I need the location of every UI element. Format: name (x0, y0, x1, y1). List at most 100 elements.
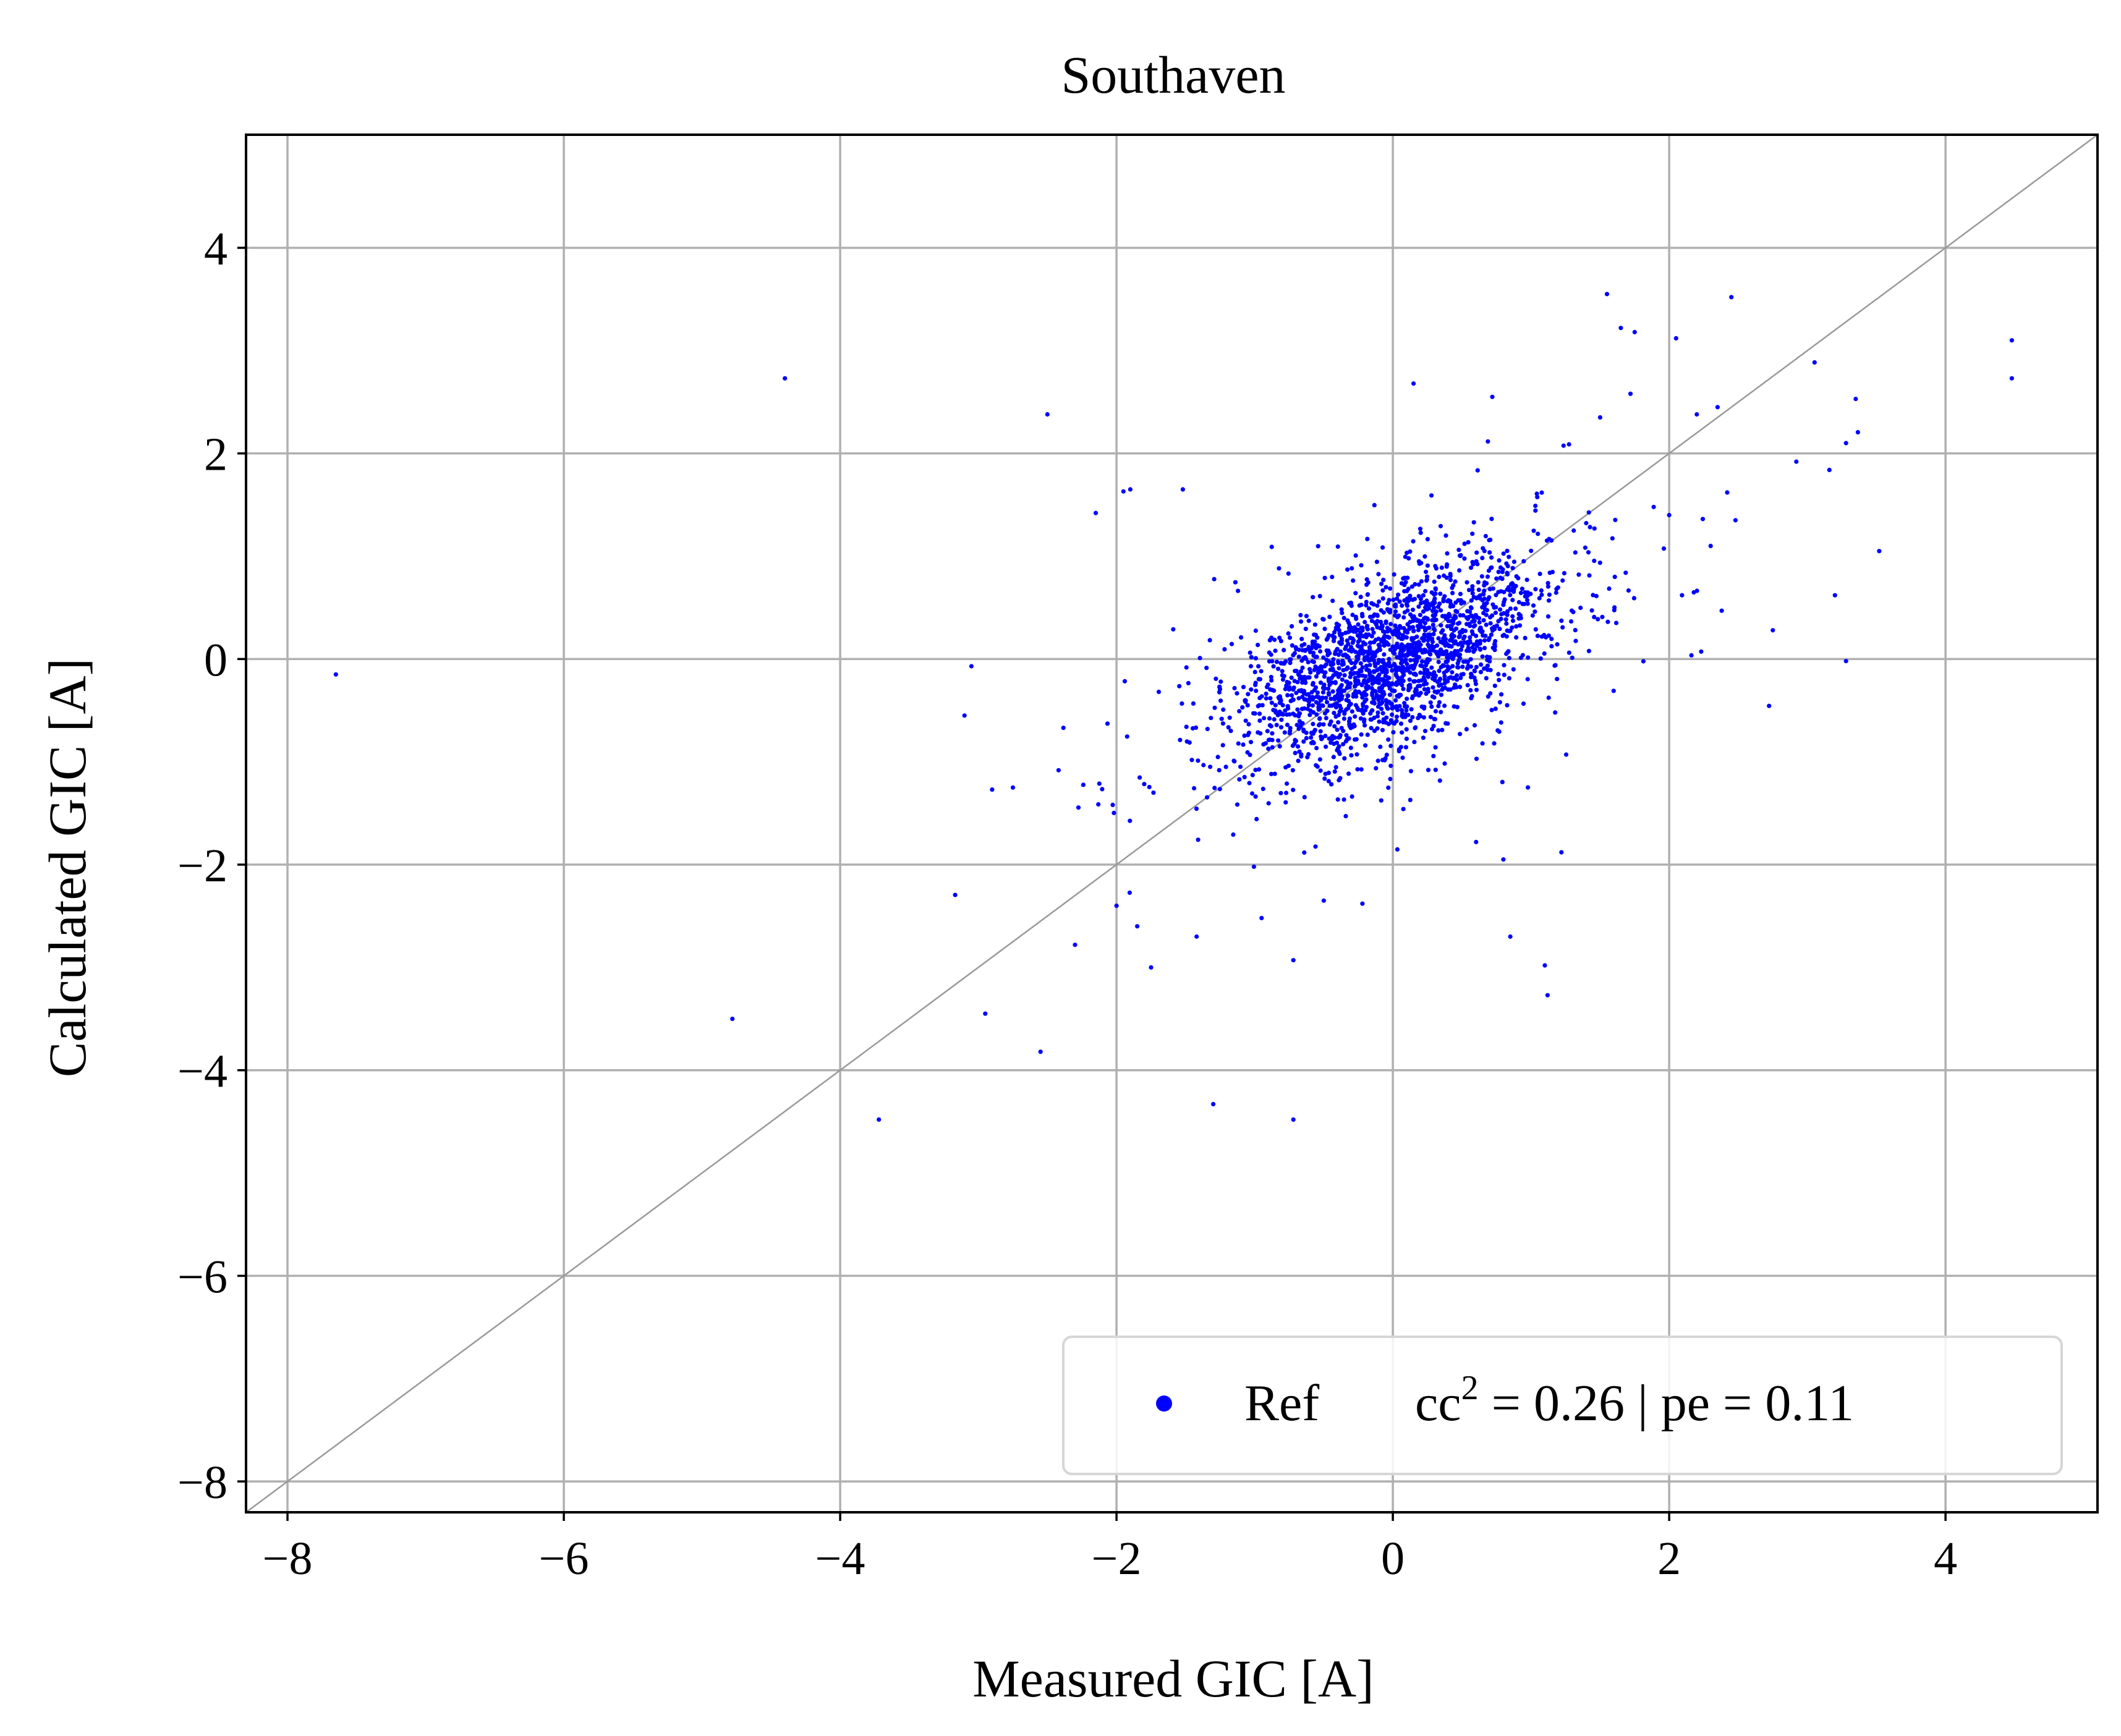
scatter-point (1390, 688, 1395, 693)
scatter-point (1277, 744, 1282, 749)
scatter-point (1477, 647, 1483, 652)
scatter-point (1307, 667, 1312, 672)
scatter-point (1438, 591, 1443, 596)
scatter-point (2009, 376, 2014, 381)
scatter-point (1359, 767, 1364, 772)
scatter-point (1330, 689, 1335, 694)
scatter-point (1443, 640, 1448, 645)
scatter-point (1715, 405, 1720, 410)
scatter-point (1344, 733, 1349, 738)
scatter-point (1694, 588, 1699, 593)
scatter-point (1486, 568, 1491, 574)
scatter-point (1264, 696, 1269, 701)
scatter-point (1430, 694, 1435, 699)
scatter-point (1508, 593, 1513, 598)
scatter-point (1411, 619, 1416, 624)
scatter-point (1328, 667, 1333, 672)
scatter-point (1363, 743, 1368, 748)
scatter-point (1276, 666, 1281, 671)
scatter-point (1406, 598, 1411, 603)
scatter-point (1499, 612, 1504, 617)
scatter-point (1241, 685, 1246, 690)
scatter-point (1484, 612, 1489, 617)
scatter-point (1485, 574, 1490, 579)
scatter-point (1424, 602, 1429, 607)
scatter-point (1360, 665, 1365, 670)
scatter-point (1549, 644, 1554, 649)
scatter-point (1433, 612, 1438, 617)
scatter-point (1812, 360, 1817, 365)
scatter-point (1394, 705, 1399, 710)
scatter-point (1460, 664, 1465, 669)
scatter-point (1462, 634, 1467, 639)
scatter-point (1293, 669, 1298, 674)
scatter-point (1471, 642, 1476, 647)
scatter-point (1392, 721, 1397, 726)
scatter-point (1266, 746, 1271, 752)
legend-label-ref: Ref (1244, 1374, 1319, 1432)
scatter-point (1490, 394, 1495, 399)
scatter-point (1295, 707, 1300, 712)
scatter-point (1430, 608, 1435, 614)
scatter-point (1387, 598, 1392, 603)
scatter-point (1327, 614, 1332, 619)
scatter-point (1257, 711, 1262, 716)
scatter-point (1347, 722, 1352, 727)
scatter-point (1340, 611, 1345, 616)
scatter-point (1442, 594, 1447, 599)
scatter-point (1298, 724, 1303, 729)
scatter-point (1396, 655, 1401, 660)
scatter-point (1423, 616, 1428, 620)
scatter-point (1379, 706, 1384, 711)
scatter-point (1388, 776, 1393, 782)
scatter-point (1380, 596, 1385, 601)
scatter-point (1518, 655, 1523, 660)
scatter-point (1337, 628, 1341, 633)
scatter-point (1398, 721, 1404, 726)
scatter-point (1310, 731, 1315, 736)
scatter-point (1366, 679, 1371, 684)
scatter-point (1360, 628, 1365, 633)
scatter-point (1201, 763, 1206, 768)
scatter-point (1409, 584, 1414, 589)
scatter-point (1502, 590, 1507, 595)
scatter-point (1445, 664, 1450, 669)
scatter-point (1481, 618, 1486, 623)
scatter-point (1353, 629, 1358, 634)
scatter-point (983, 1011, 988, 1016)
scatter-point (1375, 619, 1380, 624)
scatter-point (1375, 704, 1381, 709)
scatter-point (1535, 494, 1540, 499)
scatter-point (1418, 663, 1423, 668)
scatter-point (1531, 528, 1536, 533)
scatter-point (1269, 674, 1273, 680)
scatter-point (962, 713, 967, 718)
scatter-point (1313, 654, 1318, 659)
scatter-point (1353, 591, 1358, 596)
scatter-point (1337, 666, 1341, 671)
scatter-point (1355, 643, 1360, 648)
scatter-point (1318, 729, 1323, 734)
scatter-point (1571, 528, 1576, 533)
scatter-point (1537, 572, 1542, 577)
scatter-point (1362, 658, 1367, 663)
scatter-point (1316, 701, 1321, 706)
scatter-point (1418, 622, 1423, 627)
scatter-point (1632, 329, 1637, 335)
scatter-point (1156, 689, 1162, 695)
scatter-point (1631, 596, 1636, 601)
scatter-point (1222, 647, 1227, 652)
scatter-point (1256, 677, 1261, 682)
scatter-point (1438, 640, 1443, 645)
scatter-point (1393, 602, 1398, 607)
scatter-point (1290, 643, 1294, 648)
scatter-point (1612, 574, 1617, 580)
scatter-point (1296, 758, 1301, 763)
scatter-point (1402, 701, 1407, 706)
scatter-point (1499, 692, 1504, 697)
scatter-point (1362, 620, 1367, 625)
scatter-point (1333, 714, 1338, 719)
scatter-point (1289, 675, 1294, 680)
scatter-point (1588, 525, 1592, 530)
scatter-point (1256, 664, 1261, 669)
